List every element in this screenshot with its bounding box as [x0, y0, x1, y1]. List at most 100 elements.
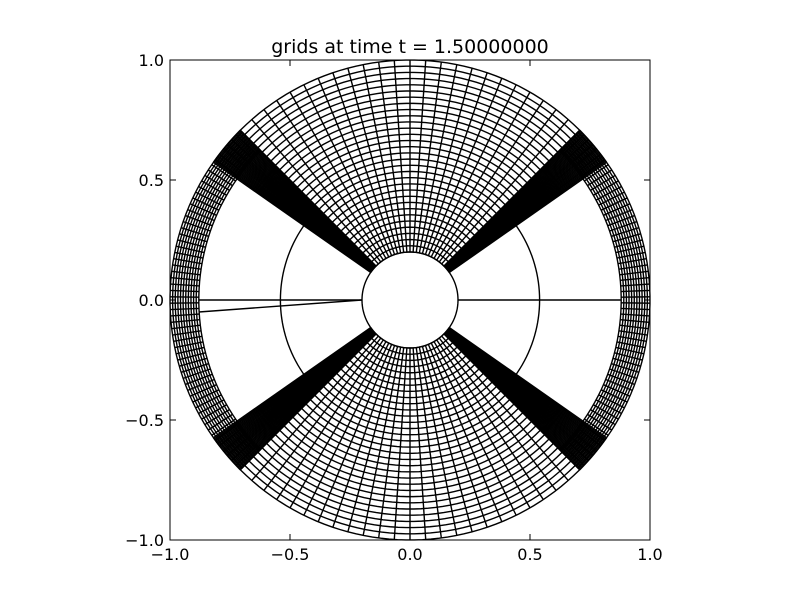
grid-radial-line	[251, 119, 379, 265]
grid-radial-line	[377, 347, 405, 539]
grid-arc-line	[521, 187, 540, 210]
grid-arc-line	[309, 399, 511, 442]
grid-arc-line	[325, 358, 338, 374]
grid-arc-line	[292, 416, 528, 467]
grid-arc-line	[482, 358, 495, 374]
grid-arc-line	[327, 381, 493, 417]
grid-arc-line	[371, 245, 449, 263]
grid-radial-line	[170, 283, 200, 287]
grid-arc-line	[244, 464, 576, 535]
grid-arc-line	[349, 214, 471, 241]
grid-radial-line	[438, 337, 557, 491]
grid-arc-line	[340, 201, 480, 232]
grid-arc-line	[540, 405, 563, 432]
grid-series	[239, 333, 581, 541]
grid-series	[558, 129, 651, 471]
grid-radial-line	[436, 339, 544, 500]
grid-arc-line	[353, 220, 467, 245]
grid-arc-line	[248, 71, 572, 140]
grid-arc-line	[562, 146, 628, 454]
grid-arc-line	[292, 133, 528, 184]
grid-arc-line	[244, 65, 576, 136]
chart-title: grids at time t = 1.50000000	[271, 36, 549, 58]
grid-arc-line	[296, 412, 524, 461]
grid-series	[198, 299, 363, 313]
grid-radial-line	[332, 72, 396, 255]
grid-arc-line	[261, 447, 559, 510]
grid-arc-line	[521, 390, 540, 413]
grid-arc-line	[331, 189, 489, 223]
grid-arc-line	[280, 390, 299, 413]
grid-arc-line	[462, 246, 473, 258]
grid-series	[239, 59, 581, 267]
grid-arc-line	[318, 170, 502, 210]
inner-circle	[361, 251, 459, 349]
grid-arc-line	[540, 168, 563, 195]
grid-radial-line	[239, 333, 377, 471]
grid-radial-line	[263, 109, 382, 263]
grid-arc-line	[179, 137, 249, 463]
grid-radial-line	[620, 276, 650, 282]
grid-radial-line	[620, 313, 650, 317]
grid-arc-line	[336, 195, 484, 228]
grid-arc-line	[257, 168, 280, 195]
y-tick-label: −1.0	[125, 531, 164, 550]
grid-arc-line	[177, 135, 247, 465]
grid-arc-line	[347, 246, 358, 258]
x-tick-label: −0.5	[271, 545, 310, 564]
grid-arc-line	[323, 177, 497, 215]
grid-arc-line	[252, 77, 568, 144]
grid-radial-line	[170, 313, 200, 317]
grid-arc-line	[287, 421, 533, 473]
axes-ticks: −1.0 −0.5 0.0 0.5 1.0 1.0 0.5 0.0 −0.5 −1.0	[125, 51, 663, 564]
grid-arc-line	[190, 144, 256, 456]
grid-arc-line	[274, 108, 546, 166]
grid-arc-line	[257, 451, 563, 516]
grid-arc-line	[566, 142, 633, 458]
grid-radial-line	[377, 61, 405, 253]
grid-arc-line	[349, 359, 471, 386]
grid-arc-line	[252, 456, 568, 523]
grid-arc-line	[280, 187, 299, 210]
grid-arc-line	[347, 342, 358, 354]
grid-radial-line	[418, 64, 458, 254]
grid-arc-line	[573, 135, 643, 465]
grid-arc-line	[283, 121, 537, 175]
grid-radial-line	[433, 91, 531, 259]
grid-arc-line	[366, 342, 454, 362]
grid-radial-line	[595, 399, 622, 415]
grid-radial-line	[427, 344, 503, 522]
y-tick-label: −0.5	[125, 411, 164, 430]
grid-radial-line	[593, 180, 619, 196]
grid-arc-line	[248, 460, 572, 529]
grid-arc-line	[287, 127, 533, 179]
grid-arc-line	[257, 84, 563, 149]
grid-arc-line	[462, 342, 473, 354]
grid-series	[212, 129, 377, 274]
grid-radial-line	[198, 185, 225, 201]
grid-radial-line	[424, 72, 488, 255]
grid-radial-line	[438, 109, 557, 263]
grid-arc-line	[362, 232, 458, 254]
grid-arc-line	[257, 405, 280, 432]
grid-arc-line	[569, 139, 638, 461]
grid-arc-line	[371, 337, 449, 355]
grid-radial-line	[317, 344, 393, 522]
grid-radial-line	[621, 289, 650, 293]
grid-radial-line	[433, 341, 531, 509]
grid-radial-line	[441, 119, 569, 265]
grid-arc-line	[571, 137, 641, 463]
grid-arc-line	[283, 425, 537, 479]
grid-radial-line	[289, 341, 387, 509]
grid-radial-line	[362, 64, 402, 254]
grid-radial-line	[201, 404, 227, 420]
grid-arc-line	[301, 407, 519, 454]
grid-radial-line	[421, 67, 473, 254]
grid-radial-line	[620, 318, 650, 324]
grid-arc-line	[358, 226, 462, 250]
grid-arc-line	[344, 207, 476, 236]
plot-area	[169, 59, 651, 541]
grid-arc-line	[266, 442, 554, 504]
grid-radial-line	[263, 337, 382, 491]
